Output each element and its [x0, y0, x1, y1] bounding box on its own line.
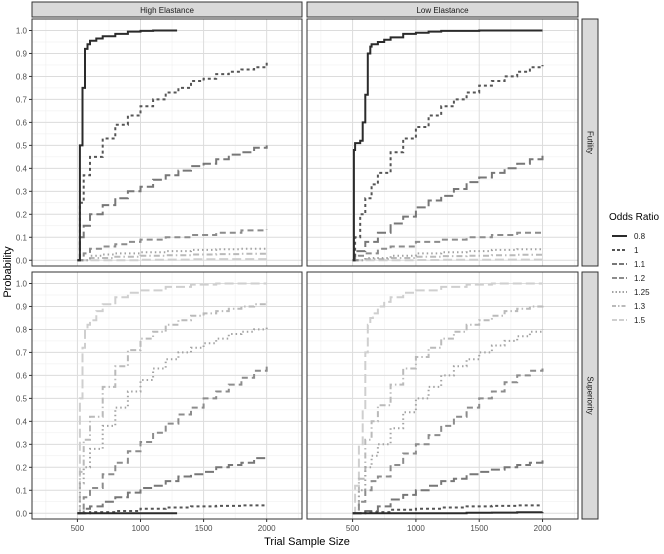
series-line-or-1-5 [77, 282, 267, 515]
column-strip-label: High Elastance [140, 6, 194, 15]
series-line-or-1 [352, 504, 544, 515]
strips-layer: High Elastance Low Elastance Futility Super… [31, 1, 599, 520]
panel-high-elastance-superiority [31, 271, 303, 520]
series-line-or-1-1 [352, 155, 544, 262]
x-tick-label: 500 [71, 524, 85, 533]
panel-low-elastance-superiority [306, 271, 579, 520]
legend-label: 0.8 [634, 232, 646, 241]
y-axis-title: Probability [2, 246, 14, 298]
y-tick-label: 0.6 [16, 118, 28, 127]
series-line-or-1-25 [352, 329, 544, 515]
y-tick-label: 0.8 [16, 72, 28, 81]
series-line-or-1-25 [352, 248, 544, 262]
y-tick-label: 0.9 [16, 302, 28, 311]
series-line-or-1-3 [77, 252, 268, 262]
row-strip-label: Superiority [586, 376, 595, 414]
panel-background [307, 19, 578, 266]
series-line-or-1-2 [77, 229, 268, 262]
series-line-or-1 [77, 504, 268, 515]
x-tick-label: 1000 [407, 524, 425, 533]
legend-label: 1.1 [634, 260, 646, 269]
y-tick-label: 1.0 [16, 279, 28, 288]
series-line-or-1-1 [352, 460, 544, 515]
series-line-or-0-8 [352, 29, 543, 262]
y-tick-label: 0.9 [16, 49, 28, 58]
row-strip [581, 271, 599, 520]
series-line-or-1-1 [77, 145, 268, 262]
legend-label: 1 [634, 246, 639, 255]
panel-high-elastance-futility [31, 18, 303, 267]
legend: Odds Ratio 0.8 1 1.1 1.2 1.25 1.3 1.5 [609, 212, 659, 325]
series-line-or-1-1 [77, 455, 268, 515]
panel-border [306, 18, 579, 267]
y-tick-label: 0.2 [16, 463, 28, 472]
x-tick-label: 2000 [258, 524, 276, 533]
series-line-or-1-5 [352, 258, 543, 262]
y-tick-label: 0.7 [16, 348, 28, 357]
legend-title: Odds Ratio [609, 212, 659, 223]
y-tick-label: 0.3 [16, 187, 28, 196]
y-tick-label: 0.3 [16, 440, 28, 449]
legend-label: 1.3 [634, 302, 646, 311]
series-line-or-1-3 [77, 301, 268, 515]
y-tick-label: 0.7 [16, 95, 28, 104]
row-strip-label: Futility [586, 131, 595, 154]
y-tick-label: 0.0 [16, 509, 28, 518]
panel-low-elastance-futility [306, 18, 579, 267]
series-line-or-0-8 [77, 29, 178, 262]
y-tick-label: 0.5 [16, 394, 28, 403]
y-tick-label: 0.4 [16, 417, 28, 426]
axes-layer: 0.0 0.1 0.2 0.3 0.4 0.5 0.6 0.7 0.8 0.9 1.0 500 1000… [16, 26, 552, 533]
series-line-or-1-2 [77, 363, 268, 515]
panel-border [31, 271, 303, 520]
series-line-or-1 [352, 65, 544, 262]
y-tick-label: 0.0 [16, 256, 28, 265]
row-strip [581, 18, 599, 267]
y-tick-label: 0.4 [16, 164, 28, 173]
legend-label: 1.2 [634, 274, 646, 283]
x-tick-label: 1500 [470, 524, 488, 533]
column-strip [31, 1, 303, 18]
series-line-or-1-2 [352, 231, 544, 262]
x-axis-title: Trial Sample Size [264, 536, 350, 548]
series-line-or-1-3 [352, 253, 544, 262]
series-line-or-1-5 [352, 282, 543, 515]
panel-border [31, 18, 303, 267]
column-strip [306, 1, 579, 18]
legend-label: 1.5 [634, 316, 646, 325]
y-tick-label: 0.1 [16, 486, 28, 495]
series-line-or-1-3 [352, 304, 544, 515]
series-line-or-0-8 [352, 511, 544, 515]
panels-layer [31, 18, 579, 520]
x-tick-label: 500 [346, 524, 360, 533]
series-line-or-1-25 [77, 247, 267, 262]
x-tick-label: 1000 [132, 524, 150, 533]
x-tick-label: 1500 [195, 524, 213, 533]
column-strip-label: Low Elastance [416, 6, 469, 15]
y-tick-label: 0.1 [16, 233, 28, 242]
x-tick-label: 2000 [534, 524, 552, 533]
y-tick-label: 1.0 [16, 26, 28, 35]
series-line-or-1 [77, 62, 268, 262]
y-tick-label: 0.8 [16, 325, 28, 334]
y-tick-label: 0.6 [16, 371, 28, 380]
y-tick-label: 0.2 [16, 210, 28, 219]
y-tick-label: 0.5 [16, 141, 28, 150]
panel-border [306, 271, 579, 520]
panel-background [32, 19, 302, 266]
legend-label: 1.25 [634, 288, 650, 297]
